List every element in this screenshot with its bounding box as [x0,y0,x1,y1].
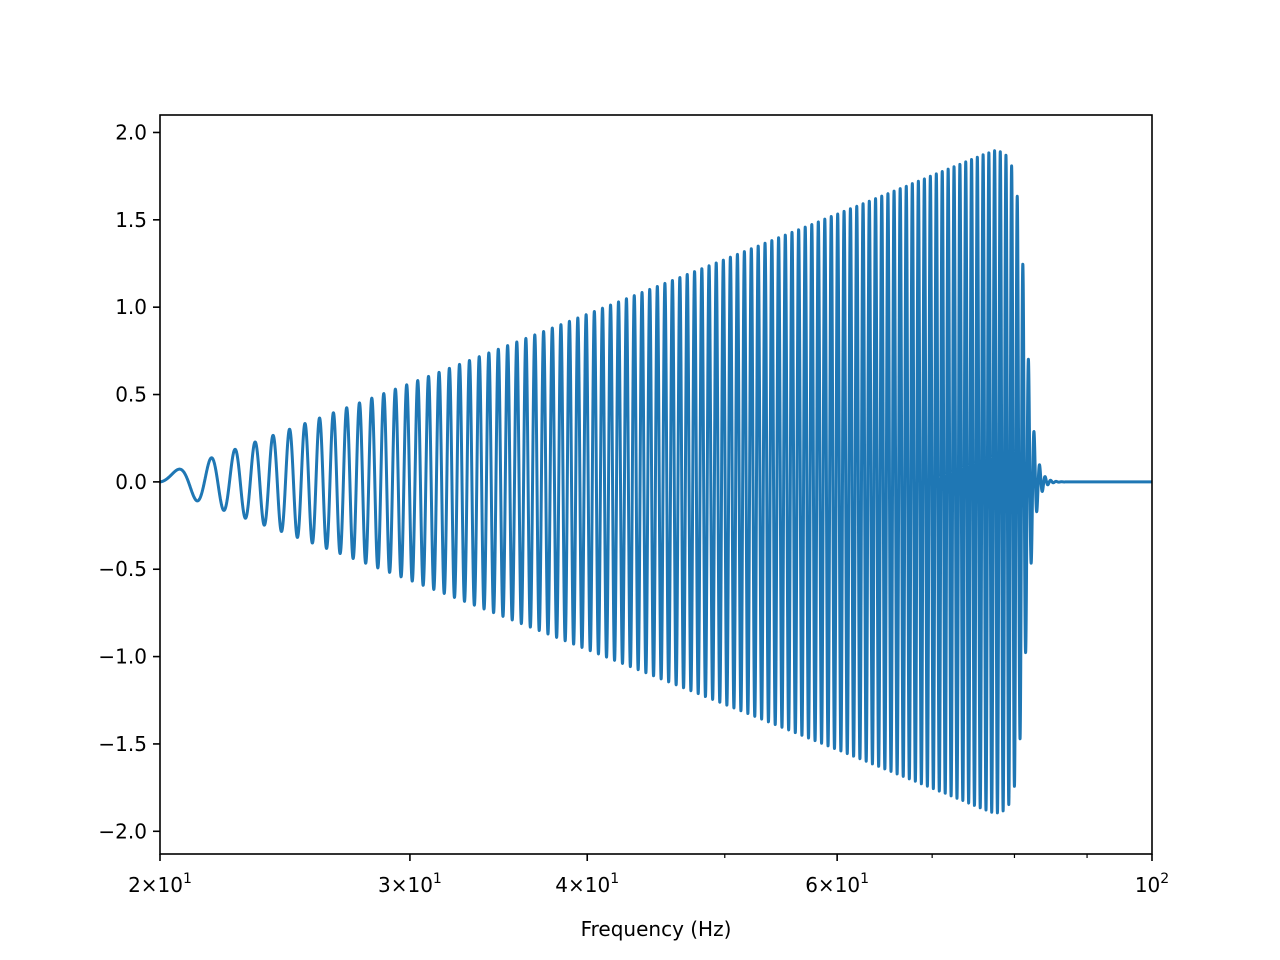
y-tick-label: 0.0 [115,470,147,494]
y-tick-label: −2.0 [98,819,147,843]
y-tick-label: 2.0 [115,120,147,144]
y-axis: 2.0 1.5 1.0 0.5 0.0 −0.5 −1.0 −1.5 −2.0 [98,120,160,843]
x-axis-title: Frequency (Hz) [581,917,732,941]
y-tick-label: −1.5 [98,732,147,756]
x-tick-label: 3×101 [378,871,442,897]
y-tick-label: −0.5 [98,557,147,581]
x-tick-label: 2×101 [128,871,192,897]
x-tick-label: 4×101 [555,871,619,897]
axes-frame [159,114,1153,855]
y-tick-label: 1.5 [115,208,147,232]
series-line [160,149,1152,815]
x-axis: 2×101 3×101 4×101 6×101 102 [128,854,1169,897]
y-tick-label: 1.0 [115,295,147,319]
y-tick-label: −1.0 [98,645,147,669]
series-layer [160,149,1152,815]
y-tick-label: 0.5 [115,383,147,407]
x-tick-label: 6×101 [805,871,869,897]
x-tick-label: 102 [1135,871,1169,897]
